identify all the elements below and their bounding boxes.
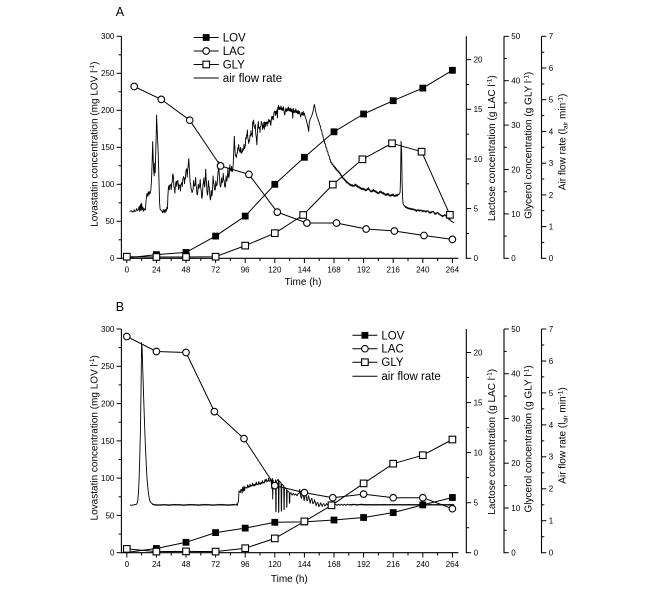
svg-text:Lactose concentration (g LAC l: Lactose concentration (g LAC l-1): [487, 75, 498, 221]
svg-text:Time (h): Time (h): [285, 277, 322, 288]
svg-text:10: 10: [474, 155, 483, 164]
svg-text:0: 0: [110, 549, 115, 558]
svg-text:264: 264: [446, 266, 460, 275]
svg-text:1: 1: [549, 517, 554, 526]
svg-text:150: 150: [101, 437, 115, 446]
svg-text:264: 264: [446, 560, 460, 569]
svg-text:192: 192: [357, 560, 371, 569]
svg-text:5: 5: [549, 96, 554, 105]
svg-text:200: 200: [101, 400, 115, 409]
svg-text:LOV: LOV: [223, 33, 246, 45]
svg-text:120: 120: [268, 560, 282, 569]
svg-text:6: 6: [549, 357, 554, 366]
svg-text:48: 48: [182, 560, 191, 569]
svg-text:10: 10: [474, 449, 483, 458]
svg-text:50: 50: [105, 511, 114, 520]
svg-text:LOV: LOV: [381, 330, 404, 342]
svg-text:15: 15: [474, 105, 483, 114]
svg-text:168: 168: [327, 560, 341, 569]
svg-text:1: 1: [549, 223, 554, 232]
svg-text:50: 50: [511, 32, 520, 41]
svg-text:0: 0: [549, 254, 554, 263]
svg-text:air flow rate: air flow rate: [381, 371, 440, 383]
svg-text:30: 30: [511, 414, 520, 423]
svg-text:24: 24: [152, 560, 161, 569]
svg-text:20: 20: [474, 348, 483, 357]
svg-text:96: 96: [241, 560, 250, 569]
svg-text:4: 4: [549, 421, 554, 430]
svg-text:air flow rate: air flow rate: [223, 73, 282, 85]
svg-text:0: 0: [511, 254, 516, 263]
svg-text:Glycerol concentration (g GLY: Glycerol concentration (g GLY l-1): [523, 365, 534, 512]
svg-text:250: 250: [101, 362, 115, 371]
svg-text:120: 120: [268, 266, 282, 275]
svg-text:150: 150: [101, 143, 115, 152]
svg-text:192: 192: [357, 266, 371, 275]
svg-text:300: 300: [101, 325, 115, 334]
svg-text:20: 20: [511, 459, 520, 468]
svg-text:A: A: [116, 5, 125, 19]
svg-text:0: 0: [474, 254, 479, 263]
svg-text:72: 72: [211, 266, 220, 275]
svg-text:100: 100: [101, 474, 115, 483]
svg-text:0: 0: [125, 266, 130, 275]
svg-text:50: 50: [105, 217, 114, 226]
svg-text:20: 20: [511, 165, 520, 174]
svg-text:240: 240: [416, 266, 430, 275]
svg-text:6: 6: [549, 64, 554, 73]
svg-text:5: 5: [474, 499, 479, 508]
svg-text:3: 3: [549, 453, 554, 462]
svg-text:96: 96: [241, 266, 250, 275]
svg-text:7: 7: [549, 32, 554, 41]
svg-text:0: 0: [474, 549, 479, 558]
svg-text:200: 200: [101, 106, 115, 115]
svg-text:LAC: LAC: [223, 46, 245, 58]
svg-text:40: 40: [511, 77, 520, 86]
svg-text:B: B: [116, 300, 124, 314]
svg-text:2: 2: [549, 191, 554, 200]
svg-text:Lactose concentration (g LAC l: Lactose concentration (g LAC l-1): [487, 369, 498, 515]
svg-text:240: 240: [416, 560, 430, 569]
svg-text:10: 10: [511, 504, 520, 513]
svg-text:50: 50: [511, 325, 520, 334]
svg-text:2: 2: [549, 485, 554, 494]
svg-text:Time (h): Time (h): [271, 574, 308, 585]
svg-text:LAC: LAC: [381, 344, 403, 356]
svg-text:7: 7: [549, 325, 554, 334]
svg-text:Lovastatin concentration (mg L: Lovastatin concentration (mg LOV l-1): [89, 355, 100, 520]
svg-text:Glycerol concentration (g GLY: Glycerol concentration (g GLY l-1): [523, 72, 534, 219]
svg-text:144: 144: [298, 266, 312, 275]
svg-text:Lovastatin concentration (mg L: Lovastatin concentration (mg LOV l-1): [89, 62, 100, 227]
svg-text:GLY: GLY: [381, 357, 403, 369]
svg-text:0: 0: [110, 254, 115, 263]
svg-text:4: 4: [549, 127, 554, 136]
svg-text:Air flow rate (lair min-1): Air flow rate (lair min-1): [557, 94, 569, 190]
svg-text:5: 5: [474, 205, 479, 214]
svg-text:48: 48: [182, 266, 191, 275]
svg-text:GLY: GLY: [223, 60, 245, 72]
svg-text:216: 216: [387, 266, 401, 275]
svg-text:5: 5: [549, 389, 554, 398]
svg-text:10: 10: [511, 210, 520, 219]
svg-text:300: 300: [101, 32, 115, 41]
svg-text:3: 3: [549, 159, 554, 168]
svg-text:24: 24: [152, 266, 161, 275]
svg-text:100: 100: [101, 180, 115, 189]
svg-text:216: 216: [387, 560, 401, 569]
svg-text:30: 30: [511, 121, 520, 130]
svg-text:0: 0: [549, 549, 554, 558]
svg-text:0: 0: [125, 560, 130, 569]
svg-text:Air flow rate (lair min-1): Air flow rate (lair min-1): [557, 387, 569, 483]
svg-text:40: 40: [511, 370, 520, 379]
svg-text:0: 0: [511, 549, 516, 558]
svg-text:168: 168: [327, 266, 341, 275]
svg-text:15: 15: [474, 399, 483, 408]
svg-text:20: 20: [474, 56, 483, 65]
svg-text:72: 72: [211, 560, 220, 569]
svg-text:144: 144: [298, 560, 312, 569]
svg-text:250: 250: [101, 69, 115, 78]
